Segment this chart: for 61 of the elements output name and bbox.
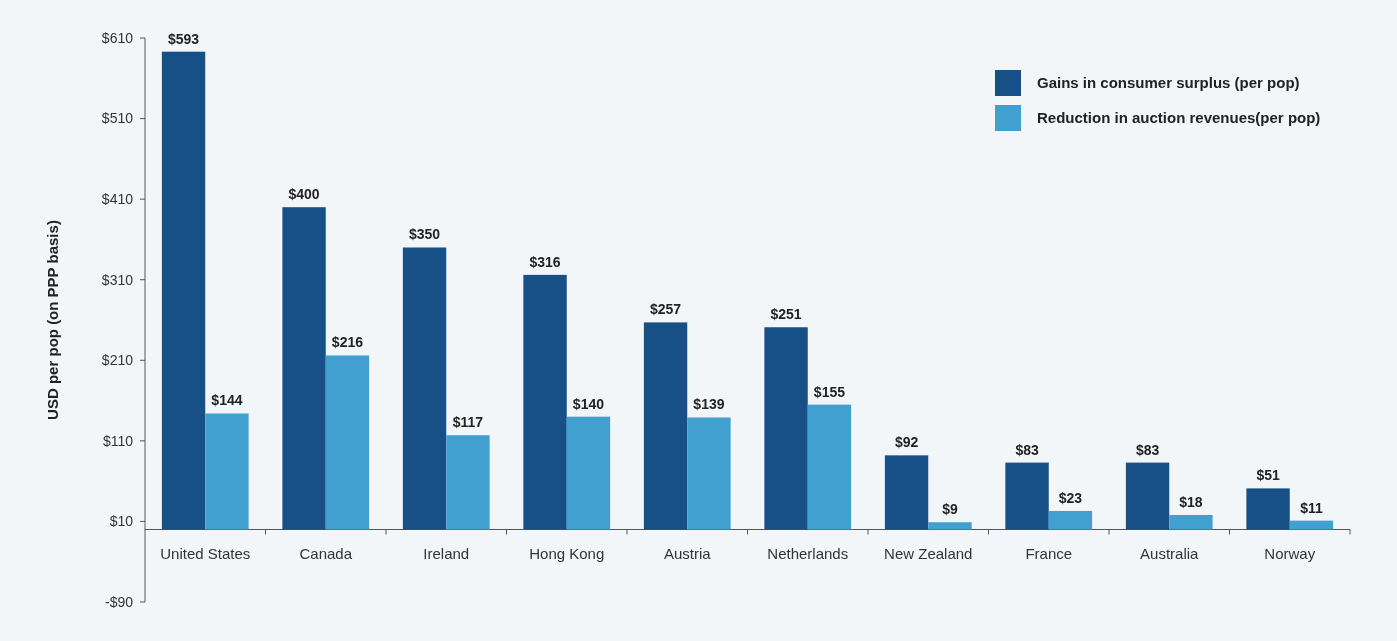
data-label: $316 — [529, 253, 561, 270]
data-label: $350 — [408, 226, 441, 243]
bar — [807, 404, 852, 530]
y-tick-label: $310 — [101, 271, 134, 288]
bar — [402, 247, 447, 530]
x-tick-label: New Zealand — [884, 545, 973, 563]
bar — [928, 522, 972, 530]
bar — [1005, 462, 1049, 530]
x-tick-label: Netherlands — [767, 545, 849, 563]
data-label: $400 — [288, 186, 320, 203]
data-label: $23 — [1058, 489, 1083, 506]
y-tick-label: $610 — [101, 29, 134, 46]
y-tick-label: $510 — [101, 110, 134, 127]
bar — [764, 327, 808, 530]
x-tick-label: United States — [160, 545, 251, 563]
data-label: $83 — [1015, 441, 1039, 458]
bar — [1246, 488, 1290, 530]
legend-label: Reduction in auction revenues(per pop) — [1037, 109, 1321, 127]
bar — [1125, 462, 1170, 530]
data-label: $251 — [770, 306, 802, 323]
x-tick-label: Ireland — [423, 545, 470, 563]
bar — [1169, 514, 1213, 530]
bar — [884, 455, 929, 530]
y-tick-label: $410 — [101, 191, 134, 208]
data-label: $92 — [894, 434, 919, 451]
bar — [161, 51, 206, 530]
data-label: $257 — [649, 301, 682, 318]
bar — [566, 416, 611, 530]
x-tick-label: Austria — [663, 545, 712, 563]
data-label: $9 — [942, 501, 958, 518]
y-axis-title: USD per pop (on PPP basis) — [44, 220, 61, 420]
y-tick-label: -$90 — [104, 593, 134, 610]
y-tick-label: $110 — [102, 432, 134, 449]
bar — [205, 413, 249, 530]
x-tick-label: Hong Kong — [529, 545, 605, 563]
x-tick-label: Australia — [1140, 545, 1200, 563]
x-tick-label: France — [1025, 545, 1073, 563]
bar — [643, 322, 688, 530]
bar — [282, 207, 326, 530]
bar — [687, 417, 731, 530]
data-label: $83 — [1135, 441, 1160, 458]
data-label: $11 — [1300, 499, 1323, 516]
data-label: $144 — [211, 392, 243, 409]
bar — [1048, 510, 1093, 530]
data-label: $139 — [693, 396, 725, 413]
x-tick-label: Norway — [1264, 545, 1316, 563]
data-label: $216 — [331, 334, 364, 351]
data-label: $140 — [572, 395, 605, 412]
x-tick-label: Canada — [299, 545, 353, 563]
bar — [325, 355, 370, 530]
data-label: $51 — [1256, 467, 1280, 484]
y-tick-label: $10 — [109, 513, 134, 530]
bar — [446, 435, 490, 530]
bar — [1289, 520, 1334, 530]
data-label: $18 — [1179, 493, 1203, 510]
y-tick-label: $210 — [101, 352, 134, 369]
data-label: $155 — [813, 383, 846, 400]
legend-label: Gains in consumer surplus (per pop) — [1037, 74, 1300, 92]
bar — [523, 274, 567, 530]
data-label: $117 — [452, 414, 484, 431]
data-label: $593 — [167, 30, 200, 47]
